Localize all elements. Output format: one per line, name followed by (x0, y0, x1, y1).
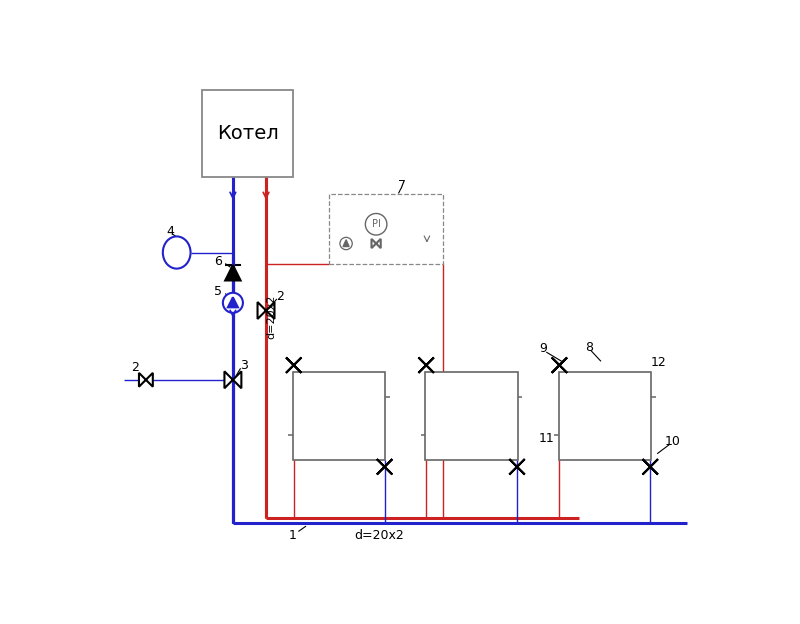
Text: 1: 1 (289, 529, 297, 542)
Polygon shape (225, 371, 242, 388)
Ellipse shape (163, 236, 190, 268)
Text: 9: 9 (539, 343, 547, 356)
Bar (426, 372, 518, 460)
Bar (329, 194, 443, 263)
Polygon shape (286, 358, 302, 373)
Text: 2: 2 (131, 361, 139, 374)
Text: d=20x2: d=20x2 (266, 295, 277, 339)
Text: 6: 6 (214, 255, 222, 268)
Polygon shape (258, 302, 274, 319)
Polygon shape (510, 459, 525, 474)
Text: Котел: Котел (217, 124, 278, 144)
Polygon shape (552, 358, 567, 373)
Polygon shape (510, 459, 525, 474)
Polygon shape (371, 239, 381, 248)
Text: 11: 11 (538, 432, 554, 445)
Polygon shape (418, 358, 434, 373)
Bar (202, 90, 293, 177)
Polygon shape (286, 358, 302, 373)
Polygon shape (377, 459, 392, 474)
Text: 8: 8 (586, 341, 594, 354)
Polygon shape (418, 358, 434, 373)
Text: 3: 3 (240, 359, 248, 373)
Polygon shape (343, 240, 349, 246)
Text: 7: 7 (398, 179, 406, 192)
Text: 10: 10 (665, 435, 681, 448)
Polygon shape (552, 358, 567, 373)
Text: 4: 4 (166, 225, 174, 238)
Text: 2: 2 (276, 290, 284, 303)
Circle shape (340, 237, 352, 250)
Text: d=20x2: d=20x2 (354, 529, 404, 542)
Text: PI: PI (372, 219, 381, 229)
Circle shape (366, 213, 387, 235)
Polygon shape (228, 297, 238, 307)
Bar (293, 372, 386, 460)
Bar (558, 372, 651, 460)
Polygon shape (642, 459, 658, 474)
Polygon shape (642, 459, 658, 474)
Polygon shape (377, 459, 392, 474)
Polygon shape (226, 265, 241, 280)
Text: 12: 12 (651, 356, 666, 369)
Text: 5: 5 (214, 285, 222, 298)
Polygon shape (139, 373, 153, 387)
Circle shape (223, 293, 243, 313)
